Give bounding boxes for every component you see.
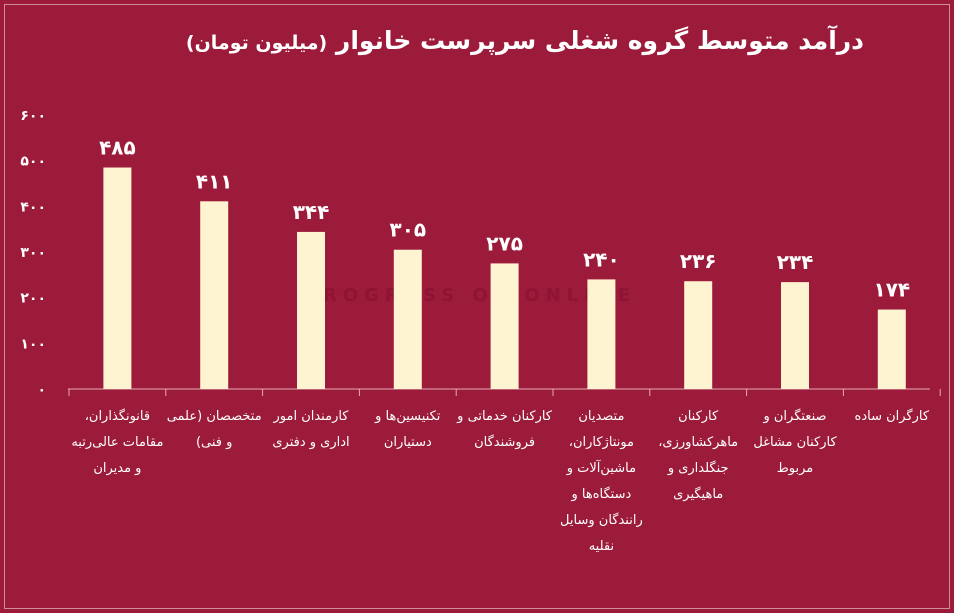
data-label: ۴۸۵ (99, 136, 136, 160)
chart-frame (4, 4, 950, 609)
category-label: کارکنان خدماتی و فروشندگان (457, 409, 552, 450)
data-label: ۳۰۵ (389, 218, 426, 242)
data-label: ۱۷۴ (873, 278, 910, 302)
category-label: کارمندان امور اداری و دفتری (272, 409, 350, 450)
bar (684, 281, 713, 389)
y-tick-label: ۴۰۰ (20, 199, 46, 215)
y-tick-label: ۶۰۰ (20, 108, 46, 124)
data-label: ۲۳۴ (777, 250, 814, 274)
data-label: ۳۴۴ (293, 200, 330, 224)
category-label: صنعتگران و کارکنان مشاغل مربوط (753, 409, 837, 476)
data-label: ۴۱۱ (196, 169, 233, 193)
y-tick-label: ۰ (37, 382, 46, 398)
bar (297, 231, 325, 389)
category-label: کارگران ساده (854, 409, 930, 424)
category-label: متخصصان (علمی و فنی) (166, 409, 262, 450)
bar (393, 249, 422, 389)
bar (200, 201, 229, 389)
category-label: تکنیسین‌ها و دستیاران (375, 409, 441, 450)
category-label: کارکنان ماهرکشاورزی، جنگلداری و ماهیگیری (658, 409, 739, 502)
category-label: متصدیان مونتاژکاران، ماشین‌آلات و دستگاه… (560, 409, 643, 554)
y-tick-label: ۵۰۰ (20, 154, 46, 170)
category-label: قانونگذاران، مقامات عالی‌رتبه و مدیران (71, 409, 164, 476)
y-tick-label: ۳۰۰ (20, 245, 46, 261)
data-label: ۲۴۰ (583, 247, 620, 271)
bar (877, 309, 906, 389)
chart-title: درآمد متوسط گروه شغلی سرپرست خانوار (میل… (0, 26, 864, 55)
y-tick-label: ۱۰۰ (20, 336, 46, 352)
data-label: ۲۷۵ (486, 231, 523, 255)
bar (587, 279, 616, 389)
bar (103, 167, 132, 389)
bar (781, 282, 809, 389)
watermark: PROGRESS OF ONLINE (303, 285, 637, 306)
chart-title-main: درآمد متوسط گروه شغلی سرپرست خانوار (335, 26, 864, 55)
bar (490, 263, 519, 389)
chart-title-unit: (میلیون تومان) (185, 32, 328, 54)
data-label: ۲۳۶ (680, 249, 717, 273)
y-tick-label: ۲۰۰ (20, 291, 46, 307)
